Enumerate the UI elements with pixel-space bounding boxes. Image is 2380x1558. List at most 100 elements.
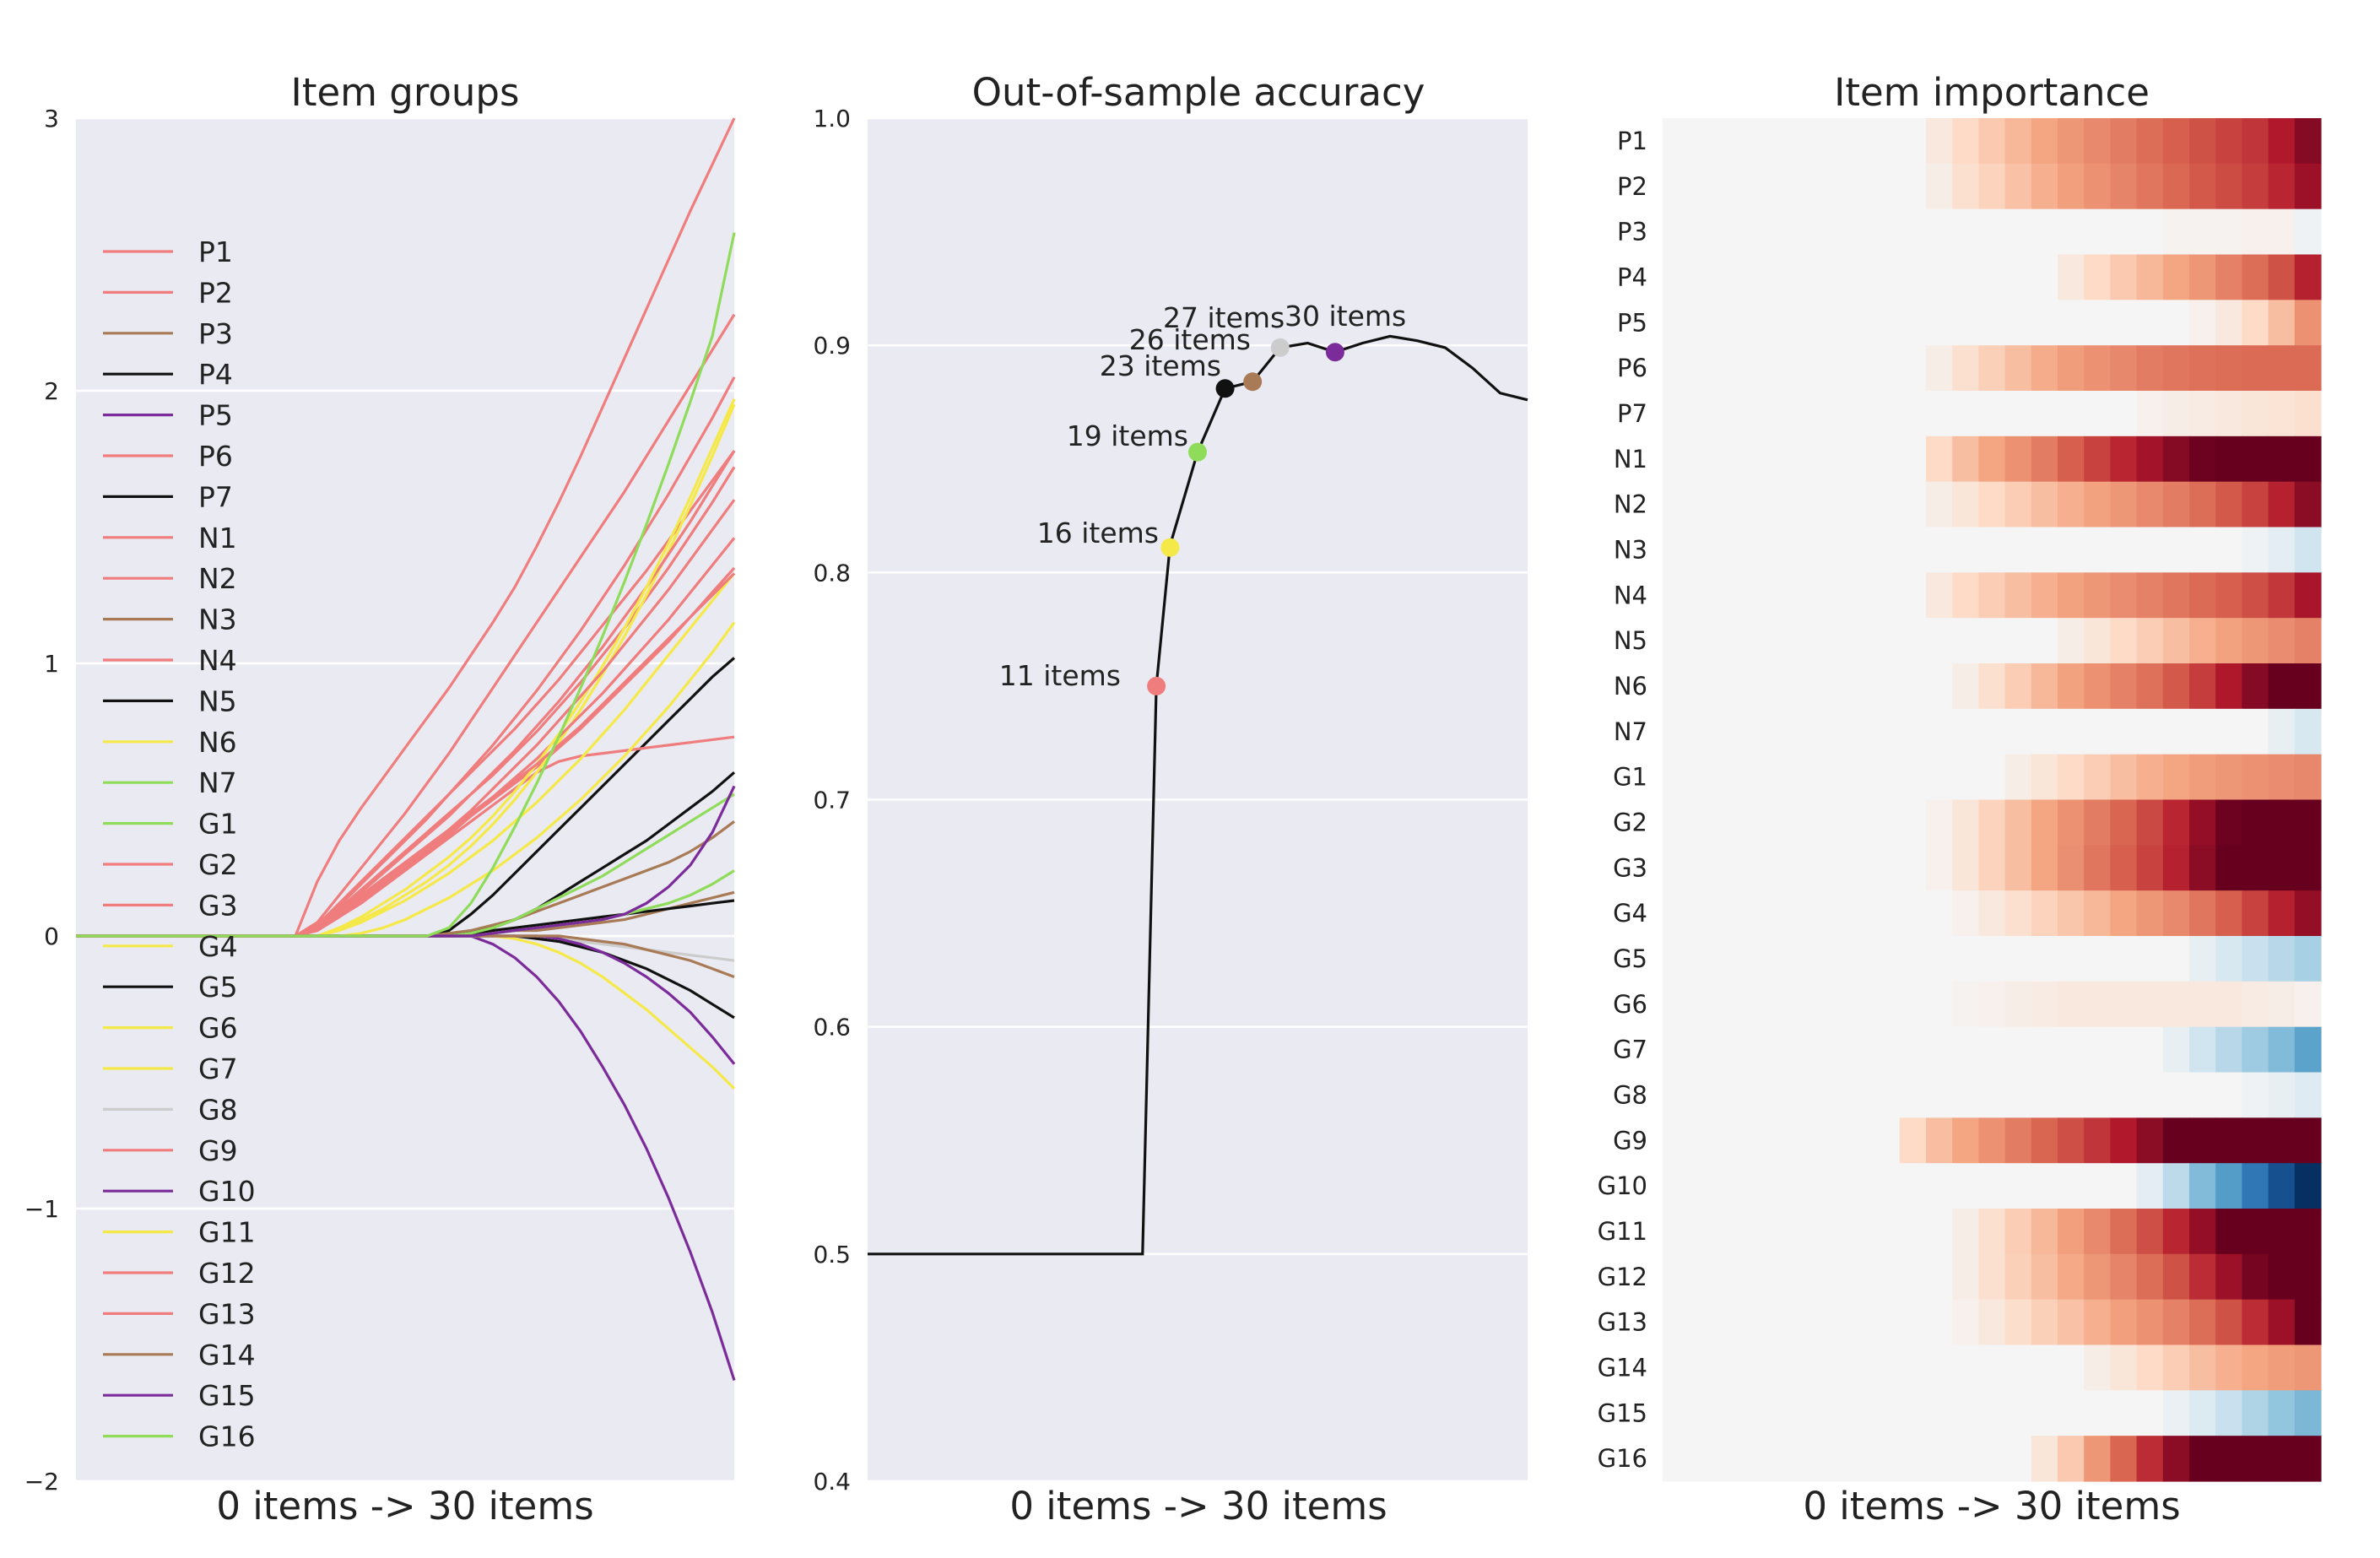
heatmap-cell: [2215, 254, 2242, 300]
heatmap-cell: [1978, 527, 2006, 573]
heatmap-cell: [1873, 1299, 1901, 1346]
legend-label-n1: N1: [198, 522, 237, 554]
heatmap-cell: [2058, 481, 2085, 528]
heatmap-cell: [2189, 254, 2216, 300]
marker-label: 26 items: [1129, 323, 1251, 356]
heatmap-cell: [1820, 208, 1847, 256]
heatmap-cell: [1715, 1390, 1743, 1436]
heatmap-cell: [2058, 208, 2085, 256]
row-label-g12: G12: [1598, 1263, 1647, 1291]
row-label-g16: G16: [1598, 1444, 1647, 1473]
marker-label: 23 items: [1100, 349, 1221, 382]
heatmap-cell: [2136, 391, 2164, 437]
legend-label-g15: G15: [198, 1379, 256, 1412]
y-tick-label: 1.0: [813, 105, 851, 133]
heatmap-cell: [2004, 572, 2032, 619]
heatmap-cell: [1873, 254, 1901, 300]
heatmap-cell: [1873, 936, 1901, 982]
heatmap-cell: [2242, 300, 2269, 346]
heatmap-cell: [1952, 981, 1979, 1028]
heatmap-cell: [2031, 118, 2058, 165]
heatmap-cell: [1873, 754, 1901, 801]
heatmap-cell: [1689, 1026, 1716, 1074]
heatmap-cell: [1767, 435, 1795, 483]
heatmap-cell: [1715, 254, 1743, 300]
heatmap-cell: [2136, 1209, 2164, 1255]
row-label-p1: P1: [1617, 127, 1647, 155]
heatmap-cell: [2136, 799, 2164, 846]
heatmap-cell: [1689, 391, 1716, 437]
row-label-p3: P3: [1617, 218, 1647, 246]
heatmap-cell: [1926, 981, 1953, 1028]
heatmap-cell: [2136, 163, 2164, 210]
heatmap-cell: [2058, 618, 2085, 664]
heatmap-cell: [2268, 572, 2296, 619]
heatmap-cell: [2162, 1026, 2190, 1074]
heatmap-cell: [2084, 1436, 2111, 1482]
heatmap-cell: [1873, 300, 1901, 346]
heatmap-cell: [1820, 1117, 1847, 1164]
heatmap-cell: [1715, 1299, 1743, 1346]
heatmap-cell: [1978, 754, 2006, 801]
heatmap-cell: [2215, 1209, 2242, 1255]
heatmap-cell: [1847, 300, 1874, 346]
heatmap-cell: [1715, 708, 1743, 755]
heatmap-cell: [2294, 572, 2322, 619]
heatmap-cell: [2084, 618, 2111, 664]
heatmap-cell: [2004, 618, 2032, 664]
heatmap-cell: [1899, 1163, 1927, 1209]
heatmap-cell: [2268, 799, 2296, 846]
heatmap-cell: [1978, 1299, 2006, 1346]
heatmap-cell: [1926, 435, 1953, 483]
heatmap-cell: [2136, 254, 2164, 300]
heatmap-cell: [1741, 572, 1769, 619]
heatmap-cell: [1741, 1117, 1769, 1164]
heatmap-cell: [2084, 981, 2111, 1028]
item-groups-y-ticks: 3 2 1 0 −1 −2: [24, 105, 59, 1496]
heatmap-cell: [1873, 527, 1901, 573]
heatmap-cell: [1978, 845, 2006, 891]
marker-label: 11 items: [999, 659, 1121, 692]
heatmap-cell: [2294, 1209, 2322, 1255]
heatmap-cell: [2162, 1299, 2190, 1346]
heatmap-cell: [2110, 1253, 2138, 1301]
heatmap-cell: [2110, 208, 2138, 256]
heatmap-cell: [1820, 1253, 1847, 1301]
heatmap-cell: [1741, 1026, 1769, 1074]
heatmap-cell: [2058, 572, 2085, 619]
heatmap-cell: [2294, 163, 2322, 210]
heatmap-cell: [2058, 845, 2085, 891]
heatmap-cell: [1926, 708, 1953, 755]
heatmap-cell: [1689, 936, 1716, 982]
heatmap-cell: [1741, 981, 1769, 1028]
row-label-g2: G2: [1613, 808, 1647, 836]
heatmap-cell: [2189, 118, 2216, 165]
row-label-g3: G3: [1613, 853, 1647, 882]
row-label-p6: P6: [1617, 354, 1647, 382]
heatmap-cell: [1767, 981, 1795, 1028]
heatmap-cell: [2268, 1163, 2296, 1209]
heatmap-cell: [1715, 799, 1743, 846]
row-label-n5: N5: [1614, 626, 1647, 655]
heatmap-cell: [1926, 1390, 1953, 1436]
heatmap-cell: [1689, 1436, 1716, 1482]
heatmap-cell: [1794, 754, 1821, 801]
heatmap-cell: [2084, 663, 2111, 710]
accuracy-line: [868, 334, 1528, 1256]
heatmap-cell: [1978, 300, 2006, 346]
heatmap-cell: [2242, 254, 2269, 300]
heatmap-cell: [2004, 1299, 2032, 1346]
heatmap-cell: [2136, 754, 2164, 801]
heatmap-cell: [1820, 527, 1847, 573]
heatmap-cell: [1952, 572, 1979, 619]
heatmap-cell: [1847, 481, 1874, 528]
heatmap-cell: [1794, 208, 1821, 256]
heatmap-cell: [2084, 936, 2111, 982]
heatmap-cell: [1847, 118, 1874, 165]
heatmap-cell: [2242, 527, 2269, 573]
heatmap-cell: [1952, 1209, 1979, 1255]
heatmap-cell: [2268, 254, 2296, 300]
heatmap-cell: [2189, 1026, 2216, 1074]
heatmap-cell: [2189, 435, 2216, 483]
heatmap-cell: [1741, 1163, 1769, 1209]
